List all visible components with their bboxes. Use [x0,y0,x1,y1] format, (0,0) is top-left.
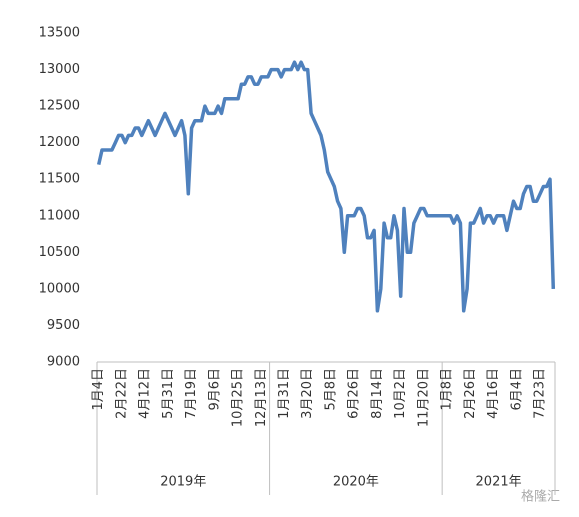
x-tick-label: 4月16日 [486,368,501,419]
x-tick-label: 2月26日 [463,368,478,419]
y-tick-label: 11500 [39,172,80,187]
group-label: 2020年 [333,475,379,490]
group-label: 2021年 [476,475,522,490]
x-tick-label: 7月23日 [533,368,548,419]
watermark: 格隆汇 [521,489,560,505]
x-tick-label: 6月4日 [509,368,524,411]
x-tick-label: 11月20日 [416,368,431,427]
x-tick-label: 7月19日 [184,368,199,419]
x-tick-label: 1月4日 [91,368,106,411]
line [96,60,556,313]
x-tick-label: 2月22日 [114,368,129,419]
y-tick-label: 12000 [39,135,80,150]
x-tick-label: 12月13日 [254,368,269,427]
x-tick-label: 10月2日 [393,368,408,419]
y-tick-label: 13500 [39,26,80,41]
y-tick-label: 9000 [47,355,80,370]
x-tick-label: 1月31日 [277,368,292,419]
y-tick-label: 13000 [39,62,80,77]
y-tick-label: 12500 [39,99,80,114]
x-tick-label: 6月26日 [347,368,362,419]
x-tick-label: 3月20日 [300,368,315,419]
x-tick-label: 5月8日 [323,368,338,411]
y-tick-label: 10500 [39,245,80,260]
x-tick-label: 5月31日 [161,368,176,419]
y-tick-label: 10000 [39,281,80,296]
x-tick-label: 1月8日 [440,368,455,411]
x-tick-label: 9月6日 [207,368,222,411]
x-tick-label: 10月25日 [231,368,246,427]
y-tick-label: 11000 [39,208,80,223]
x-tick-label: 4月12日 [138,368,153,419]
y-tick-label: 9500 [47,318,80,333]
group-label: 2019年 [160,475,206,490]
x-tick-label: 8月14日 [370,368,385,419]
